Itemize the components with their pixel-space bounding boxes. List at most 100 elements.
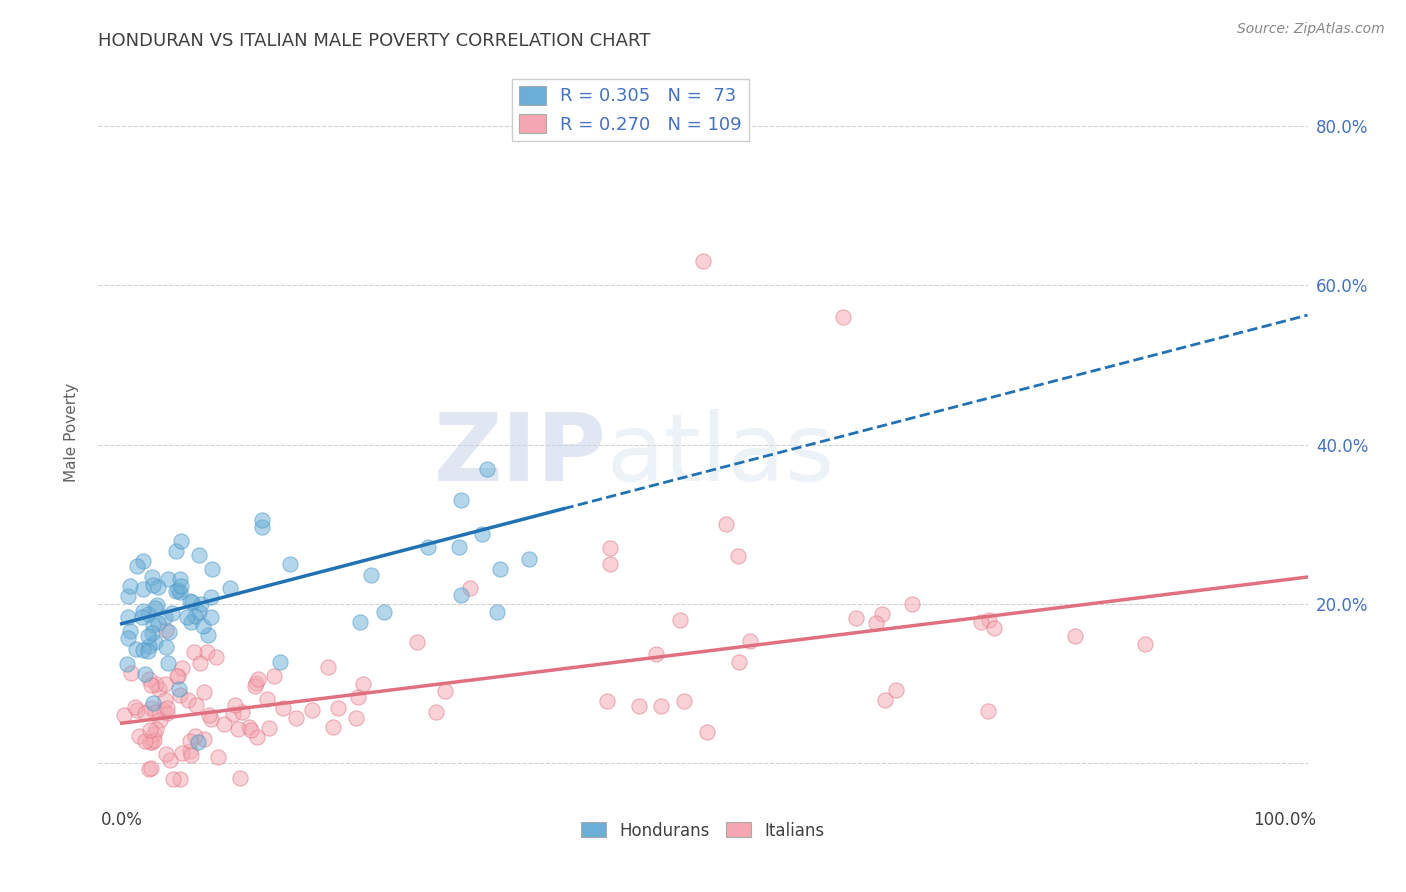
Point <box>326 701 349 715</box>
Point <box>447 540 470 554</box>
Point <box>976 704 998 718</box>
Point <box>138 762 160 776</box>
Point <box>143 601 166 615</box>
Point <box>650 699 672 714</box>
Point <box>170 661 193 675</box>
Point <box>139 761 162 775</box>
Point <box>187 548 209 562</box>
Point <box>155 640 177 655</box>
Point <box>117 610 139 624</box>
Point <box>165 544 187 558</box>
Point <box>159 753 181 767</box>
Point <box>124 699 146 714</box>
Point <box>1064 629 1087 643</box>
Point <box>136 629 159 643</box>
Point <box>180 747 202 762</box>
Point <box>831 310 853 325</box>
Text: ZIP: ZIP <box>433 409 606 500</box>
Point <box>477 462 499 476</box>
Point <box>221 706 243 721</box>
Point <box>142 618 165 632</box>
Point <box>596 694 619 708</box>
Point <box>740 634 762 648</box>
Point <box>322 720 344 734</box>
Point <box>146 615 169 630</box>
Point <box>169 688 191 702</box>
Point <box>155 676 177 690</box>
Point <box>200 590 222 604</box>
Point <box>162 772 184 786</box>
Point <box>146 599 169 613</box>
Point <box>471 527 494 541</box>
Point <box>450 588 472 602</box>
Point <box>143 727 166 741</box>
Point <box>117 631 139 645</box>
Point <box>865 615 887 630</box>
Point <box>316 660 339 674</box>
Point <box>672 693 695 707</box>
Point <box>183 729 205 743</box>
Legend: Hondurans, Italians: Hondurans, Italians <box>575 815 831 847</box>
Point <box>139 701 162 715</box>
Point <box>138 672 160 686</box>
Point <box>131 610 153 624</box>
Point <box>143 635 166 649</box>
Point <box>132 604 155 618</box>
Point <box>599 557 621 571</box>
Point <box>183 645 205 659</box>
Point <box>188 656 211 670</box>
Point <box>231 705 253 719</box>
Point <box>155 623 177 637</box>
Point <box>263 668 285 682</box>
Point <box>212 717 235 731</box>
Point <box>668 613 690 627</box>
Point <box>845 610 868 624</box>
Point <box>134 666 156 681</box>
Point <box>207 749 229 764</box>
Point <box>200 609 222 624</box>
Point <box>179 733 201 747</box>
Point <box>977 613 1000 627</box>
Point <box>132 554 155 568</box>
Point <box>692 254 714 268</box>
Point <box>191 619 214 633</box>
Point <box>278 557 301 571</box>
Point <box>149 713 172 727</box>
Point <box>120 624 142 638</box>
Point <box>142 578 165 592</box>
Point <box>169 584 191 599</box>
Point <box>197 628 219 642</box>
Point <box>155 747 177 762</box>
Point <box>177 693 200 707</box>
Point <box>170 534 193 549</box>
Point <box>198 707 221 722</box>
Point <box>252 519 274 533</box>
Point <box>1133 637 1156 651</box>
Point <box>416 540 439 554</box>
Point <box>167 669 190 683</box>
Point <box>970 615 993 629</box>
Point <box>224 698 246 712</box>
Point <box>136 644 159 658</box>
Point <box>271 700 294 714</box>
Point <box>139 678 162 692</box>
Point <box>187 735 209 749</box>
Point <box>153 610 176 624</box>
Point <box>425 705 447 719</box>
Point <box>884 683 907 698</box>
Point <box>460 581 482 595</box>
Point <box>125 558 148 573</box>
Point <box>165 584 187 599</box>
Point <box>179 744 201 758</box>
Point <box>125 703 148 717</box>
Point <box>259 722 281 736</box>
Point <box>486 605 509 619</box>
Point <box>169 772 191 786</box>
Point <box>352 677 374 691</box>
Point <box>172 747 194 761</box>
Point <box>716 517 738 532</box>
Point <box>138 640 160 654</box>
Point <box>246 730 269 744</box>
Text: Source: ZipAtlas.com: Source: ZipAtlas.com <box>1237 22 1385 37</box>
Point <box>875 693 897 707</box>
